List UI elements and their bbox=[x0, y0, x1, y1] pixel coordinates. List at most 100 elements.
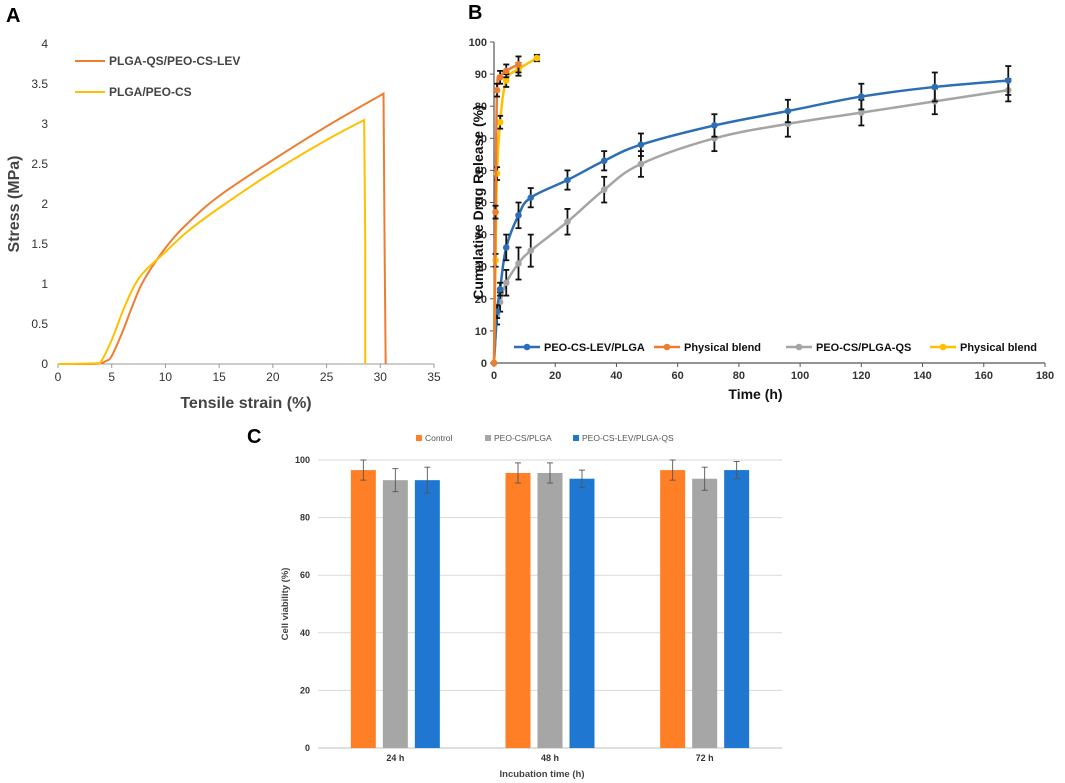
y-tick-label: 80 bbox=[300, 513, 310, 523]
data-point-peo-cs-plga-qs-2 bbox=[600, 186, 608, 193]
data-point-peo-cs-lev-plga-0 bbox=[527, 194, 535, 201]
x-tick-label: 72 h bbox=[696, 753, 714, 763]
y-tick-label: 1 bbox=[41, 277, 48, 291]
data-point-physical-blend-3 bbox=[496, 118, 504, 126]
data-point-peo-cs-plga-qs-2 bbox=[502, 279, 510, 287]
y-tick-label: 0 bbox=[305, 743, 310, 753]
y-tick-label: 40 bbox=[300, 628, 310, 638]
series-line-peo-cs-lev-plga-0 bbox=[492, 79, 1009, 364]
data-point-peo-cs-lev-plga-0 bbox=[1004, 77, 1012, 84]
x-axis-title: Tensile strain (%) bbox=[180, 395, 311, 412]
series-line-plga-qs-peo-cs-lev bbox=[57, 91, 387, 366]
x-tick-label: 5 bbox=[108, 370, 115, 384]
x-axis-title: Time (h) bbox=[728, 386, 782, 402]
data-point-peo-cs-lev-plga-0 bbox=[564, 176, 571, 184]
panel-letter-b: B bbox=[468, 2, 482, 24]
x-tick-label: 30 bbox=[374, 370, 388, 384]
data-point-physical-blend-1 bbox=[493, 86, 501, 94]
data-point-peo-cs-plga-qs-2 bbox=[515, 260, 522, 267]
data-point-peo-cs-lev-plga-0 bbox=[496, 285, 504, 293]
y-tick-label: 60 bbox=[475, 165, 487, 177]
x-tick-label: 180 bbox=[1036, 370, 1054, 382]
data-point-peo-cs-lev-plga-0 bbox=[711, 122, 718, 129]
legend-label: Physical blend bbox=[684, 342, 761, 354]
legend-label: Control bbox=[425, 433, 453, 443]
bar-peo-cs-plga bbox=[537, 472, 563, 748]
panel-letter-c: C bbox=[247, 426, 261, 448]
x-tick-label: 60 bbox=[672, 370, 684, 382]
legend-label: PEO-CS-LEV/PLGA-QS bbox=[582, 433, 674, 443]
panel-letter-a: A bbox=[6, 5, 20, 27]
x-tick-label: 40 bbox=[610, 370, 622, 382]
y-tick-label: 90 bbox=[475, 69, 487, 81]
x-tick-label: 10 bbox=[159, 370, 173, 384]
y-tick-label: 2 bbox=[41, 197, 48, 211]
y-tick-label: 100 bbox=[295, 455, 310, 465]
y-tick-label: 20 bbox=[300, 685, 310, 695]
x-tick-label: 80 bbox=[733, 370, 745, 382]
data-point-peo-cs-lev-plga-0 bbox=[784, 107, 792, 115]
x-tick-label: 140 bbox=[913, 370, 931, 382]
legend-label: PEO-CS/PLGA-QS bbox=[816, 342, 911, 354]
y-tick-label: 0 bbox=[41, 357, 48, 371]
data-point-peo-cs-lev-plga-0 bbox=[858, 93, 865, 100]
y-tick-label: 0.5 bbox=[31, 317, 48, 331]
data-point-peo-cs-plga-qs-2 bbox=[564, 218, 571, 226]
data-point-physical-blend-1 bbox=[496, 74, 504, 81]
data-point-peo-cs-plga-qs-2 bbox=[858, 109, 865, 116]
x-tick-label: 15 bbox=[212, 370, 226, 384]
x-tick-label: 120 bbox=[852, 370, 870, 382]
x-tick-label: 20 bbox=[549, 370, 561, 382]
x-tick-label: 25 bbox=[320, 370, 334, 384]
legend-swatch-control bbox=[416, 435, 422, 441]
y-tick-label: 60 bbox=[300, 570, 310, 580]
x-tick-label: 24 h bbox=[386, 753, 404, 763]
data-point-physical-blend-3 bbox=[502, 77, 510, 84]
chart-panel-b: 0 20 40 60 80 100 120 140 160 180 0 10 20 30 40 50 60 70 8… bbox=[469, 37, 1055, 402]
y-tick-label: 30 bbox=[475, 262, 487, 274]
y-axis-title: Stress (MPa) bbox=[6, 156, 23, 253]
legend-label: PEO-CS/PLGA bbox=[494, 433, 552, 443]
x-tick-label: 100 bbox=[791, 370, 809, 382]
data-point-physical-blend-1 bbox=[490, 359, 498, 367]
legend-marker-physical-blend-3 bbox=[939, 343, 947, 351]
x-axis-title: Incubation time (h) bbox=[500, 769, 585, 780]
legend-swatch-peo-cs-plga bbox=[485, 435, 491, 441]
bar-peo-cs-lev-plga-qs bbox=[414, 480, 440, 748]
legend-label: Physical blend bbox=[960, 342, 1037, 354]
bar-control bbox=[350, 470, 376, 748]
y-tick-label: 2.5 bbox=[31, 157, 48, 171]
data-point-peo-cs-lev-plga-0 bbox=[502, 244, 510, 251]
data-point-physical-blend-3 bbox=[533, 54, 541, 62]
data-point-peo-cs-plga-qs-2 bbox=[527, 247, 535, 254]
series-line-physical-blend-3 bbox=[492, 56, 538, 364]
y-tick-label: 10 bbox=[475, 326, 487, 338]
chart-panel-c: 0 20 40 60 80 100 24 h 48 h 72 h Incubation time … bbox=[280, 433, 782, 780]
bar-peo-cs-lev-plga-qs bbox=[569, 478, 595, 748]
x-tick-label: 0 bbox=[491, 370, 497, 382]
bar-peo-cs-plga bbox=[382, 480, 408, 748]
y-tick-label: 70 bbox=[475, 133, 487, 145]
legend-marker-peo-cs-plga-qs-2 bbox=[795, 343, 803, 351]
data-point-peo-cs-lev-plga-0 bbox=[637, 141, 645, 149]
x-tick-label: 35 bbox=[427, 370, 441, 384]
legend-label: PLGA/PEO-CS bbox=[109, 85, 192, 99]
data-point-peo-cs-lev-plga-0 bbox=[515, 212, 522, 219]
x-tick-label: 160 bbox=[975, 370, 993, 382]
data-point-peo-cs-lev-plga-0 bbox=[600, 157, 608, 165]
chart-panel-a: 0 5 10 15 20 25 30 35 0 0.5 1 1.5 2 2.5 3 3.5 4 Tensile s… bbox=[6, 37, 441, 412]
bar-peo-cs-lev-plga-qs bbox=[724, 470, 750, 748]
y-tick-label: 80 bbox=[475, 101, 487, 113]
series-line-peo-cs-plga-qs-2 bbox=[492, 88, 1009, 364]
bar-control bbox=[660, 470, 686, 748]
data-point-peo-cs-plga-qs-2 bbox=[637, 160, 645, 168]
legend-label: PEO-CS-LEV/PLGA bbox=[544, 342, 645, 354]
y-tick-label: 1.5 bbox=[31, 237, 48, 251]
legend-label: PLGA-QS/PEO-CS-LEV bbox=[109, 54, 240, 68]
y-axis-title: Cell viability (%) bbox=[280, 568, 291, 641]
series-line-plga-peo-cs bbox=[57, 118, 367, 365]
y-tick-label: 4 bbox=[41, 37, 48, 51]
x-tick-label: 0 bbox=[55, 370, 62, 384]
y-tick-label: 0 bbox=[481, 358, 487, 370]
